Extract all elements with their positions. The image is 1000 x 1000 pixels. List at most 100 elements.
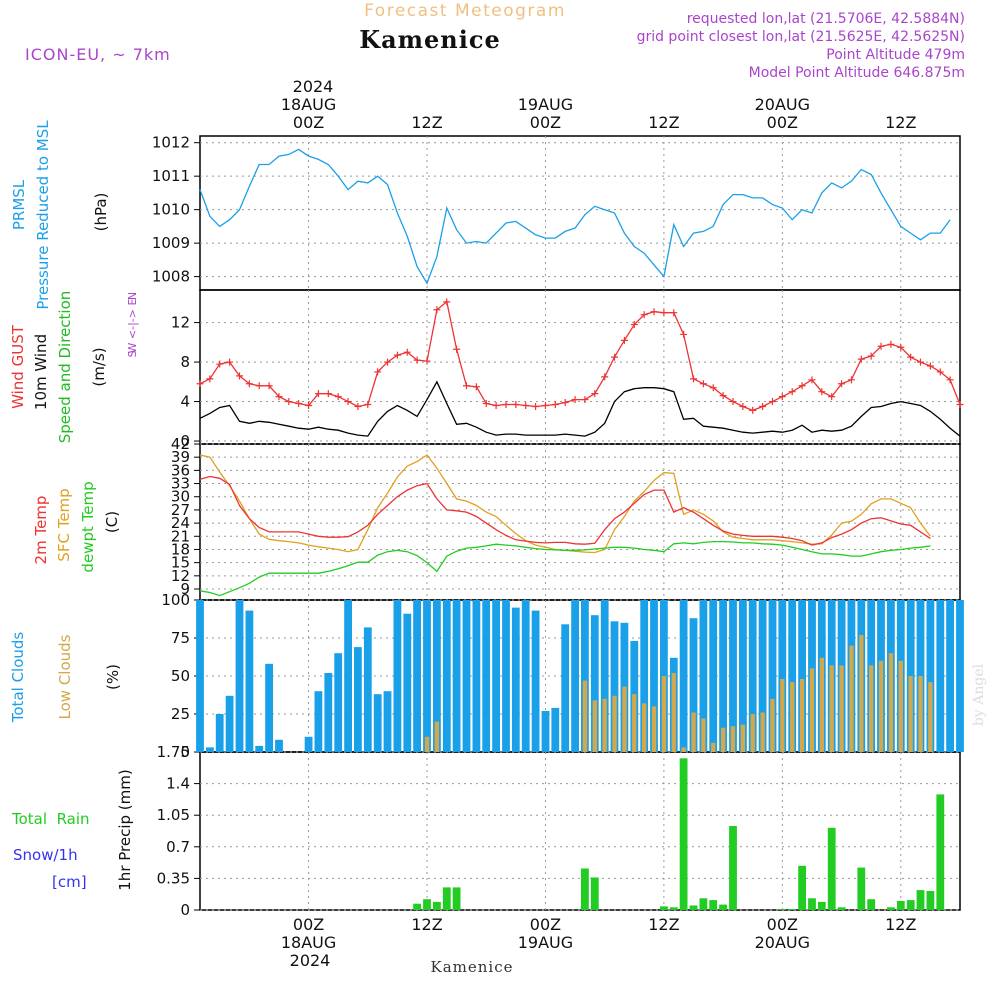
low-cloud-bar [799,679,805,752]
gust-point [877,342,885,350]
gust-point [630,321,638,329]
y-tick-label: 9 [180,580,190,598]
gust-point [620,336,628,344]
gust-point [768,398,776,406]
low-cloud-bar [770,698,775,752]
y-tick-label: 33 [171,475,190,493]
gust-point [581,396,589,404]
low-cloud-bar [612,695,617,752]
y-tick-label: 0 [180,743,190,761]
total-cloud-bar [245,610,254,752]
gust-point [778,393,786,401]
low-cloud-bar [809,668,815,752]
requested-coordinates: requested lon,lat (21.5706E, 42.5884N) [687,11,965,27]
total-cloud-bar [768,600,777,752]
compass-north: N [126,292,139,300]
low-cloud-bar [790,682,795,752]
temp2m-label: 2m Temp [32,496,50,565]
total-cloud-bar [561,624,570,752]
low-cloud-bar [730,726,736,752]
total-cloud-bar [610,621,619,752]
gust-point [729,398,737,406]
precip-unit: 1hr Precip (mm) [116,769,134,890]
gust-point [867,352,875,360]
gust-point [907,353,915,361]
rain-bar [778,909,787,910]
rain-bar [926,891,935,910]
gust-point [887,340,895,348]
wind-panel [196,298,964,437]
y-tick-label: 4 [180,393,190,411]
gust-point [759,402,767,410]
total-cloud-bar [225,695,234,752]
gust-point [541,402,549,409]
total-cloud-bar [709,600,718,752]
low-cloud-bar [651,706,657,752]
rain-bar [827,827,836,910]
y-tick-label: 12 [171,314,190,332]
gust-point [305,402,313,409]
top-hour-label: 00Z [530,113,561,132]
panel-frames: 1008100910101011101204812912151821242730… [152,134,961,919]
rain-bar [867,899,876,910]
gust-point [532,402,540,410]
y-tick-label: 1008 [152,268,190,286]
gust-point [334,393,342,401]
bottom-hour-label: 00Z [293,915,324,934]
low-cloud-bar [582,680,588,752]
rain-bar [837,907,846,910]
y-tick-label: 18 [171,540,190,558]
total-cloud-bar [521,600,530,752]
low-cloud-bar [740,724,745,752]
snow-label: Snow/1h [13,846,78,864]
y-tick-label: 1011 [152,167,190,185]
total-cloud-bar [798,600,806,752]
gust-point [206,375,214,383]
total-cloud-bar [571,600,579,752]
gust-point [522,402,530,409]
total-cloud-bar [304,736,313,752]
total-cloud-bar [650,600,658,752]
gust-point [502,401,510,409]
y-tick-label: 21 [171,527,190,545]
total-cloud-bar [502,600,510,752]
gust-point [936,368,944,376]
gust-point [808,376,816,384]
gust-point [690,375,698,383]
low-cloud-bar [928,682,933,752]
total-cloud-bar [511,607,520,752]
rain-bar [709,900,718,910]
total-cloud-bar [541,711,550,752]
gust-point [946,376,954,384]
gust-point [314,390,322,398]
y-tick-label: 24 [171,514,190,532]
gust-point [897,343,905,351]
pressure-unit: (hPa) [92,193,110,232]
rain-bar [719,904,727,910]
low-cloud-bar [898,660,903,752]
rain-bar [887,907,895,910]
low-cloud-bar [632,694,637,752]
total-cloud-bar [442,600,451,752]
top-date-label: 20AUG [755,95,810,114]
rain-bar [413,903,421,910]
top-hour-label: 12Z [648,113,679,132]
gust-point [443,298,451,306]
rain-bar [590,877,599,910]
gust-point [828,393,836,401]
top-year: 2024 [293,77,334,96]
y-tick-label: 75 [171,629,190,647]
y-tick-label: 25 [171,705,190,723]
bottom-hour-label: 12Z [411,915,442,934]
low-cloud-bar [859,635,864,752]
total-cloud-bar [472,600,481,752]
low-cloud-bar [780,679,785,752]
gust-point [591,390,599,398]
total-cloud-bar [215,714,224,752]
total-cloud-bar [265,663,273,752]
sfc-temp-label: SFC Temp [55,488,73,561]
total-cloud-bar [719,600,727,752]
gust-point [245,380,253,388]
